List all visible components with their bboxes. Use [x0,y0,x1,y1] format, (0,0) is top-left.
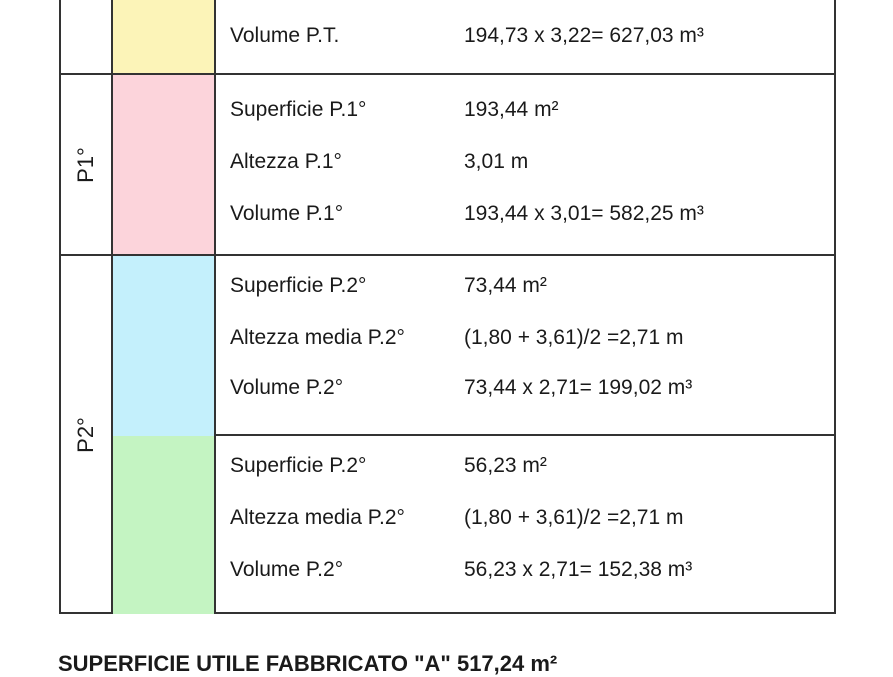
volume-table: Volume P.T. 194,73 x 3,22= 627,03 m³ P1°… [59,0,836,614]
data-line: Volume P.2° 56,23 x 2,71= 152,38 m³ [230,555,834,585]
row-pt: Volume P.T. 194,73 x 3,22= 627,03 m³ [61,0,834,75]
data-line: Volume P.2° 73,44 x 2,71= 199,02 m³ [230,373,834,403]
color-swatch-p2-lower [113,436,216,614]
data-line: Superficie P.2° 56,23 m² [230,451,834,481]
data-key: Altezza media P.2° [230,506,405,529]
data-value: (1,80 + 3,61)/2 =2,71 m [464,506,684,529]
data-value: 194,73 x 3,22= 627,03 m³ [464,24,704,47]
data-value: 193,44 x 3,01= 582,25 m³ [464,202,704,225]
color-swatch-pt [113,0,216,73]
data-line: Volume P.1° 193,44 x 3,01= 582,25 m³ [230,199,834,229]
color-swatch-p1 [113,75,216,254]
data-value: 73,44 x 2,71= 199,02 m³ [464,376,693,399]
data-value: 56,23 m² [464,454,547,477]
data-value: 56,23 x 2,71= 152,38 m³ [464,558,693,581]
floor-label-p2: P2° [73,417,98,453]
data-line: Altezza media P.2° (1,80 + 3,61)/2 =2,71… [230,323,834,353]
data-line: Altezza P.1° 3,01 m [230,147,834,177]
floor-label-cell-p2: P2° [61,256,113,614]
data-key: Superficie P.1° [230,98,367,121]
data-block-p1: Superficie P.1° 193,44 m² Altezza P.1° 3… [216,75,834,254]
data-line: Superficie P.1° 193,44 m² [230,95,834,125]
footer-summary: SUPERFICIE UTILE FABBRICATO "A" 517,24 m… [58,651,558,676]
data-key: Superficie P.2° [230,454,367,477]
floor-label-p1: P1° [73,146,98,183]
data-key: Volume P.1° [230,202,344,225]
data-key: Volume P.2° [230,558,344,581]
floor-label-cell-pt [61,0,113,73]
floor-label-cell-p1: P1° [61,75,113,254]
data-line: Volume P.T. 194,73 x 3,22= 627,03 m³ [230,21,834,51]
data-block-p2-lower: Superficie P.2° 56,23 m² Altezza media P… [216,436,834,614]
data-value: 3,01 m [464,150,529,173]
data-block-p2-upper: Superficie P.2° 73,44 m² Altezza media P… [216,256,834,436]
color-swatch-p2-upper [113,256,216,436]
row-p1: P1° Superficie P.1° 193,44 m² Altezza P.… [61,75,834,256]
data-key: Altezza P.1° [230,150,342,173]
data-line: Altezza media P.2° (1,80 + 3,61)/2 =2,71… [230,503,834,533]
data-key: Altezza media P.2° [230,326,405,349]
row-p2: P2° Superficie P.2° 73,44 m² Altezza med… [61,256,834,614]
data-key: Volume P.T. [230,24,340,47]
data-block-pt: Volume P.T. 194,73 x 3,22= 627,03 m³ [216,0,834,73]
data-value: 73,44 m² [464,274,547,297]
data-line: Superficie P.2° 73,44 m² [230,271,834,301]
data-key: Volume P.2° [230,376,344,399]
data-value: 193,44 m² [464,98,559,121]
data-value: (1,80 + 3,61)/2 =2,71 m [464,326,684,349]
data-key: Superficie P.2° [230,274,367,297]
